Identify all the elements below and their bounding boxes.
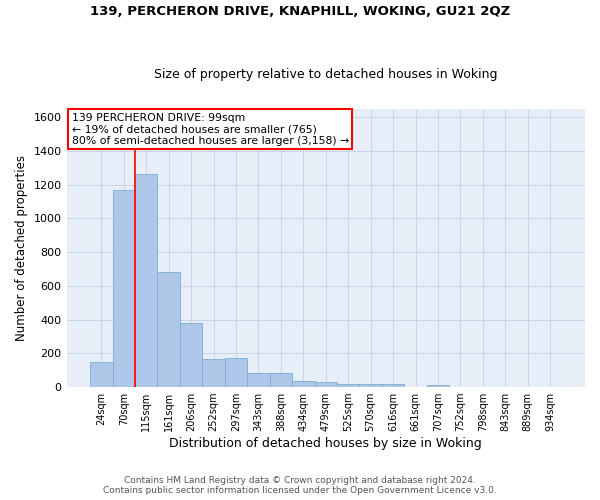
Bar bbox=[382, 384, 404, 387]
Bar bbox=[269, 373, 292, 387]
Bar bbox=[113, 190, 135, 387]
Y-axis label: Number of detached properties: Number of detached properties bbox=[15, 155, 28, 341]
Bar bbox=[292, 380, 314, 387]
Bar bbox=[359, 384, 382, 387]
Bar bbox=[225, 358, 247, 387]
Bar bbox=[135, 174, 157, 387]
Bar bbox=[337, 384, 359, 387]
Title: Size of property relative to detached houses in Woking: Size of property relative to detached ho… bbox=[154, 68, 497, 81]
Bar bbox=[427, 384, 449, 387]
Bar bbox=[90, 362, 113, 387]
Text: 139 PERCHERON DRIVE: 99sqm
← 19% of detached houses are smaller (765)
80% of sem: 139 PERCHERON DRIVE: 99sqm ← 19% of deta… bbox=[72, 112, 349, 146]
Bar bbox=[314, 382, 337, 387]
Text: 139, PERCHERON DRIVE, KNAPHILL, WOKING, GU21 2QZ: 139, PERCHERON DRIVE, KNAPHILL, WOKING, … bbox=[90, 5, 510, 18]
Bar bbox=[157, 272, 180, 387]
Bar bbox=[202, 358, 225, 387]
X-axis label: Distribution of detached houses by size in Woking: Distribution of detached houses by size … bbox=[169, 437, 482, 450]
Bar bbox=[180, 323, 202, 387]
Text: Contains HM Land Registry data © Crown copyright and database right 2024.
Contai: Contains HM Land Registry data © Crown c… bbox=[103, 476, 497, 495]
Bar bbox=[247, 373, 269, 387]
